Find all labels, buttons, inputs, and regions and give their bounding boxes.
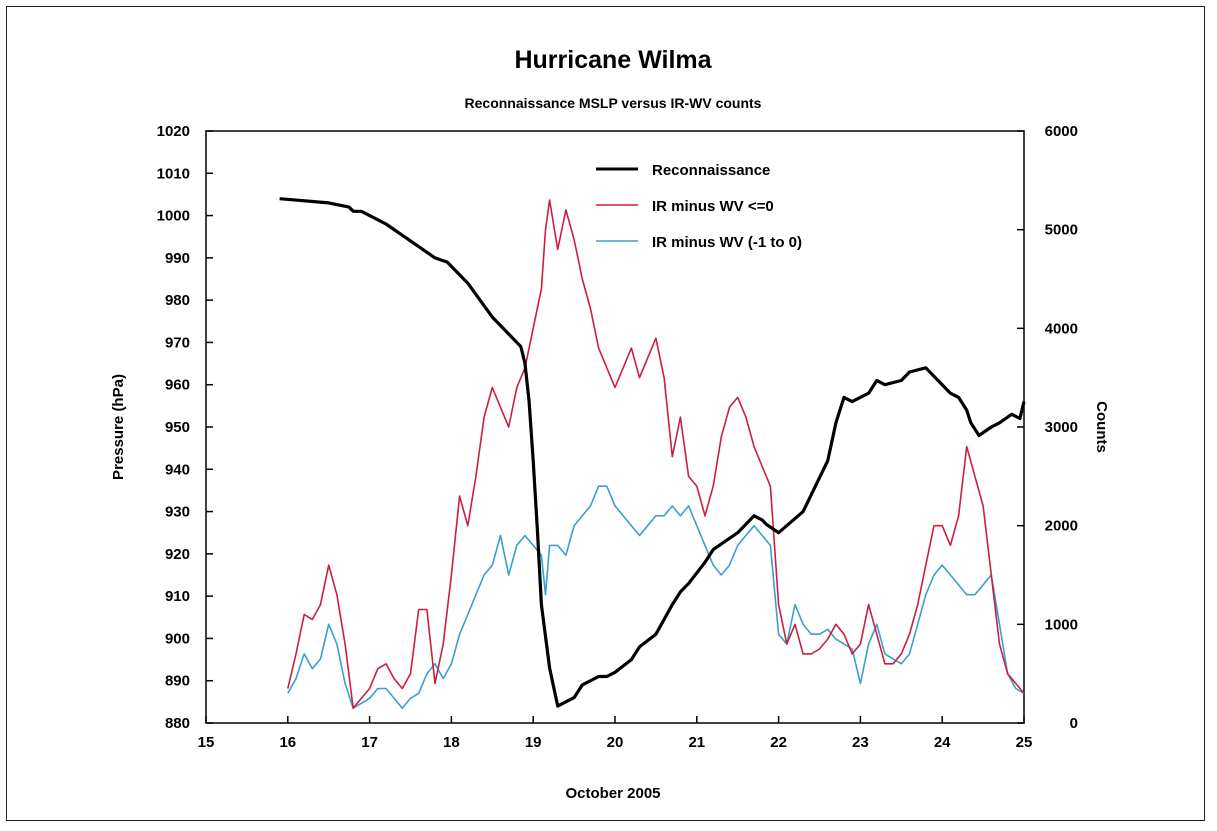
- x-tick-label: 19: [525, 734, 542, 751]
- left-tick-label: 1010: [157, 165, 190, 182]
- x-tick-label: 24: [934, 734, 951, 751]
- left-tick-label: 940: [165, 461, 190, 478]
- left-tick-label: 920: [165, 546, 190, 563]
- left-tick-label: 930: [165, 504, 190, 521]
- right-tick-label: 6000: [1045, 123, 1078, 140]
- left-tick-label: 890: [165, 673, 190, 690]
- chart-subtitle: Reconnaissance MSLP versus IR-WV counts: [465, 95, 762, 111]
- right-tick-label: 2000: [1045, 518, 1078, 535]
- legend: Reconnaissance IR minus WV <=0 IR minus …: [596, 162, 802, 251]
- series-line-ir-minus-wv-range: [287, 485, 1025, 710]
- left-tick-label: 910: [165, 588, 190, 605]
- chart-title: Hurricane Wilma: [514, 46, 712, 74]
- left-tick-label: 970: [165, 334, 190, 351]
- x-tick-label: 20: [607, 734, 624, 751]
- x-tick-label: 23: [852, 734, 869, 751]
- left-tick-label: 990: [165, 250, 190, 267]
- right-tick-label: 1000: [1045, 616, 1078, 633]
- right-axis-ticks: 0 1000 2000 3000 4000 5000 6000: [1017, 123, 1078, 732]
- x-tick-label: 21: [688, 734, 705, 751]
- right-tick-label: 4000: [1045, 320, 1078, 337]
- left-tick-label: 1020: [157, 123, 190, 140]
- x-axis-label: October 2005: [565, 785, 660, 802]
- right-tick-label: 5000: [1045, 222, 1078, 239]
- series-layer: [279, 197, 1026, 710]
- x-tick-label: 22: [770, 734, 787, 751]
- right-tick-label: 3000: [1045, 419, 1078, 436]
- x-tick-label: 15: [198, 734, 215, 751]
- x-tick-label: 16: [279, 734, 296, 751]
- right-axis-label: Counts: [1093, 401, 1110, 453]
- legend-label-reconnaissance: Reconnaissance: [652, 162, 770, 179]
- left-tick-label: 980: [165, 292, 190, 309]
- left-tick-label: 960: [165, 377, 190, 394]
- x-axis-ticks: 15 16 17 18 19 20 21 22 23 24 25: [198, 716, 1033, 751]
- left-tick-label: 950: [165, 419, 190, 436]
- legend-label-ir-minus-wv: IR minus WV <=0: [652, 198, 774, 215]
- x-tick-label: 25: [1016, 734, 1033, 751]
- left-tick-label: 900: [165, 630, 190, 647]
- left-axis-ticks: 880 890 900 910 920 930 940 950 960 970 980 990 1000…: [157, 123, 213, 732]
- x-tick-label: 18: [443, 734, 460, 751]
- plot-area: [205, 130, 1025, 724]
- x-tick-label: 17: [361, 734, 378, 751]
- left-tick-label: 1000: [157, 208, 190, 225]
- right-tick-label: 0: [1070, 715, 1078, 732]
- legend-label-ir-minus-wv-range: IR minus WV (-1 to 0): [652, 234, 802, 251]
- figure-frame: [6, 6, 1205, 821]
- series-line-reconnaissance: [279, 197, 1026, 708]
- left-axis-label: Pressure (hPa): [110, 374, 127, 480]
- left-tick-label: 880: [165, 715, 190, 732]
- series-line-ir-minus-wv: [287, 199, 1025, 710]
